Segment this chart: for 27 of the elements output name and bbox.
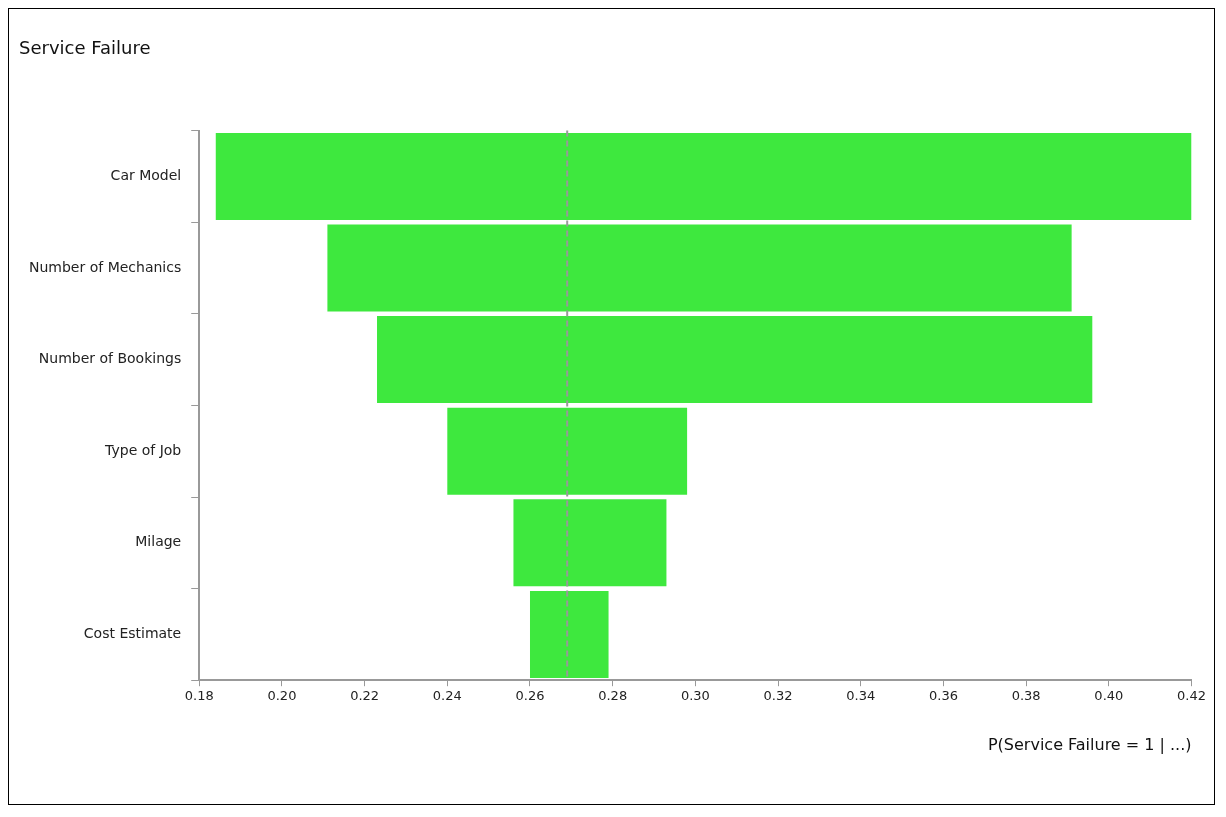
x-tick-label: 0.22	[350, 688, 380, 704]
x-tick-label: 0.42	[1177, 688, 1206, 704]
bar	[447, 407, 688, 495]
x-tick-label: 0.28	[598, 688, 628, 704]
y-tick-label: Type of Job	[104, 441, 182, 458]
x-tick-label: 0.24	[432, 688, 462, 704]
y-tick-label: Milage	[135, 533, 182, 550]
x-tick-label: 0.30	[680, 688, 710, 704]
bar	[513, 499, 667, 587]
x-tick-label: 0.40	[1094, 688, 1124, 704]
x-tick-label: 0.20	[267, 688, 297, 704]
y-tick-label: Car Model	[110, 167, 182, 184]
bar	[377, 316, 1093, 404]
bar	[530, 590, 609, 678]
x-tick-label: 0.34	[846, 688, 876, 704]
bar	[327, 224, 1072, 312]
x-tick-label: 0.18	[184, 688, 214, 704]
x-tick-label: 0.38	[1011, 688, 1041, 704]
y-tick-label: Number of Mechanics	[29, 258, 182, 275]
x-tick-label: 0.32	[763, 688, 793, 704]
chart-title: Service Failure	[19, 37, 151, 59]
y-tick-label: Cost Estimate	[83, 625, 182, 642]
y-tick-label: Number of Bookings	[38, 350, 182, 367]
x-tick-label: 0.26	[515, 688, 545, 704]
x-tick-label: 0.36	[928, 688, 958, 704]
bar	[215, 132, 1192, 220]
x-axis-title: P(Service Failure = 1 | ...)	[987, 734, 1192, 754]
